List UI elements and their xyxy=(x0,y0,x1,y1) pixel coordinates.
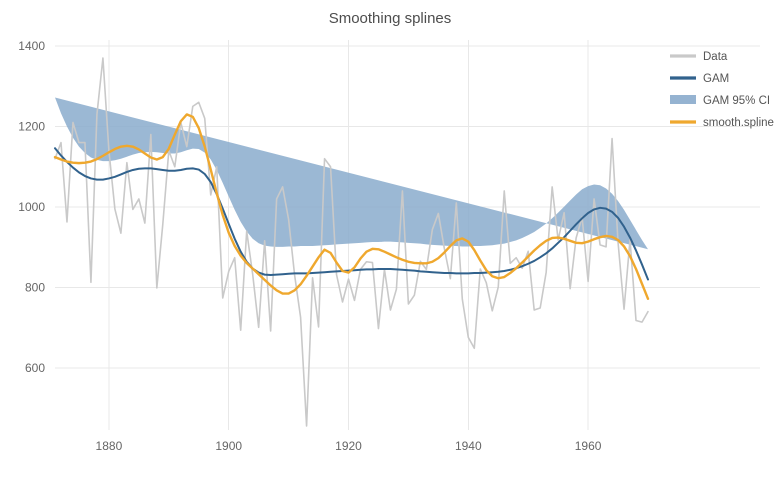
chart-series-group xyxy=(53,57,650,427)
gam-confidence-band xyxy=(55,97,648,250)
legend-item-gam[interactable]: GAM xyxy=(670,73,729,85)
x-axis-tick-label: 1880 xyxy=(96,439,123,453)
y-axis-tick-label: 1000 xyxy=(18,200,45,214)
legend-item-label: GAM 95% CI xyxy=(703,95,770,107)
x-gridlines xyxy=(108,40,589,430)
y-axis-tick-label: 1200 xyxy=(18,120,45,134)
legend-item-label: GAM xyxy=(703,73,729,85)
y-axis-tick-label: 600 xyxy=(25,361,45,375)
chart-legend: Data GAM GAM 95% CI smooth.spline xyxy=(670,51,774,129)
legend-item-smooth-spline[interactable]: smooth.spline xyxy=(670,117,774,129)
legend-item-label: Data xyxy=(703,51,728,63)
y-axis-tick-label: 800 xyxy=(25,281,45,295)
x-axis-tick-label: 1900 xyxy=(215,439,242,453)
chart-title: Smoothing splines xyxy=(329,10,452,27)
smooth-spline-series-line xyxy=(53,113,650,300)
y-axis-tick-labels: 600 800 1000 1200 1400 xyxy=(18,39,45,375)
legend-item-data[interactable]: Data xyxy=(670,51,728,63)
x-axis-tick-label: 1920 xyxy=(335,439,362,453)
legend-swatch-band xyxy=(670,95,696,104)
legend-item-gam-95-ci[interactable]: GAM 95% CI xyxy=(670,95,770,107)
legend-item-label: smooth.spline xyxy=(703,117,774,129)
x-axis-tick-label: 1960 xyxy=(575,439,602,453)
y-axis-tick-label: 1400 xyxy=(18,39,45,53)
x-axis-tick-labels: 1880 1900 1920 1940 1960 xyxy=(96,439,602,453)
data-series-line xyxy=(54,57,649,427)
x-axis-tick-label: 1940 xyxy=(455,439,482,453)
ci-band-area xyxy=(55,97,648,250)
